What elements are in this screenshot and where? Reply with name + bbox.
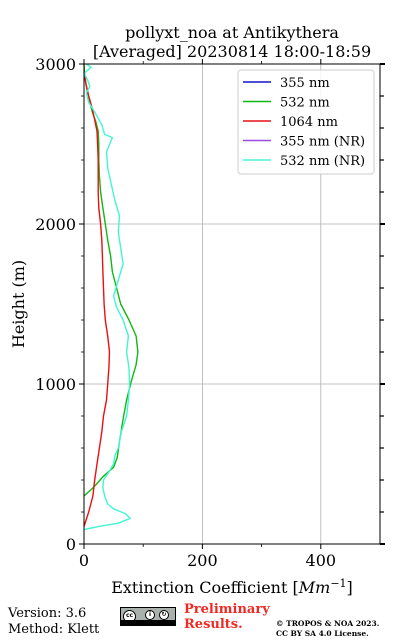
preliminary-line2: Results. [184, 617, 243, 632]
legend-label: 532 nm [280, 96, 330, 111]
cc-by-sa-license-badge: cc i ↻ [120, 607, 176, 626]
legend-box [237, 69, 375, 175]
y-tick-label: 0 [66, 535, 76, 554]
copyright-line1: © TROPOS & NOA 2023. [276, 619, 380, 628]
legend-label: 355 nm (NR) [280, 135, 365, 150]
badge-strip [121, 620, 175, 625]
x-axis-label: Extinction Coefficient [Mm−1] [111, 577, 353, 597]
preliminary-notice: Preliminary Results. [184, 602, 270, 632]
version-text: Version: 3.6 [8, 606, 87, 621]
chart-title-line1: pollyxt_noa at Antikythera [125, 23, 339, 42]
series-line-1064-nm [83, 71, 111, 527]
extinction-profile-chart: 0 200 400 0 1000 2000 3000 pollyxt_noa at Antik… [9, 23, 385, 597]
chart-title-line2: [Averaged] 20230814 18:00-18:59 [93, 42, 371, 61]
axes-frame [83, 63, 381, 545]
legend-label: 1064 nm [280, 115, 338, 130]
preliminary-line1: Preliminary [184, 602, 270, 617]
sa-icon: ↻ [159, 610, 169, 620]
series-line-532-nm-nr- [83, 63, 131, 531]
footer-info: Version: 3.6 Method: Klett [8, 606, 99, 638]
copyright-line2: CC BY SA 4.0 License. [276, 629, 369, 638]
legend-label: 532 nm (NR) [280, 154, 365, 169]
legend-label: 355 nm [280, 76, 330, 91]
copyright-notice: © TROPOS & NOA 2023. CC BY SA 4.0 Licens… [276, 619, 379, 639]
by-icon: i [145, 610, 155, 620]
x-tick-label: 200 [187, 551, 218, 570]
x-tick-label: 400 [306, 551, 337, 570]
y-tick-label: 3000 [35, 55, 76, 74]
method-text: Method: Klett [8, 622, 100, 637]
y-tick-label: 1000 [35, 375, 76, 394]
y-axis-label: Height (m) [9, 260, 28, 348]
x-tick-label: 0 [79, 551, 89, 570]
y-tick-label: 2000 [35, 215, 76, 234]
